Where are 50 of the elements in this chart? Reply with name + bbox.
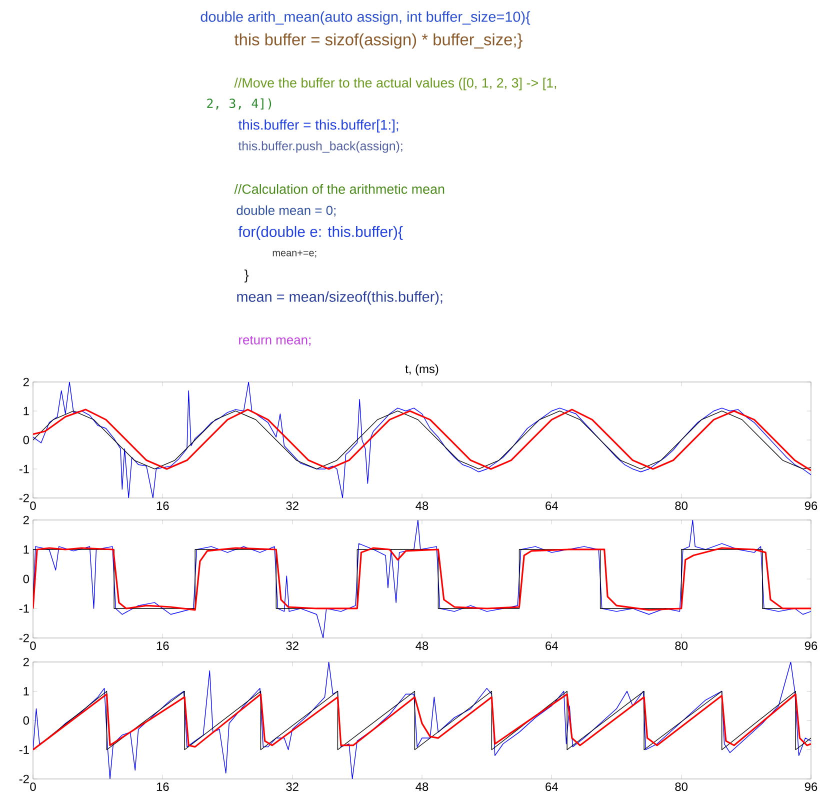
x-tick-label: 64 — [546, 642, 558, 650]
y-tick-label: -1 — [19, 464, 29, 474]
text: this.buffer = this.buffer[1:]; — [238, 119, 398, 132]
x-tick-label: 16 — [156, 782, 169, 791]
x-tick-label: 48 — [416, 502, 428, 510]
y-tick-label: 2 — [23, 658, 29, 666]
text: } — [244, 269, 249, 282]
x-tick-label: 48 — [416, 782, 428, 791]
x-tick-label: 0 — [30, 502, 36, 510]
x-tick-label: 32 — [286, 502, 298, 510]
y-tick-label: 0 — [23, 716, 30, 725]
y-tick-label: 1 — [24, 406, 29, 416]
y-tick-label: -1 — [19, 746, 29, 754]
chart-title: t, (ms) — [405, 364, 438, 376]
text: 2, 3, 4]) — [207, 98, 272, 110]
text: //Calculation of the arithmetic mean — [234, 184, 444, 194]
x-tick-label: 32 — [286, 782, 298, 791]
y-tick-label: 0 — [23, 436, 30, 444]
x-tick-label: 16 — [156, 642, 169, 650]
x-tick-label: 80 — [675, 642, 688, 650]
x-tick-label: 64 — [546, 502, 558, 510]
x-tick-label: 80 — [675, 502, 688, 510]
y-tick-label: 0 — [23, 574, 30, 584]
text: this.buffer.push_back(assign); — [238, 141, 402, 153]
y-tick-label: -2 — [19, 634, 29, 642]
y-tick-label: 2 — [23, 516, 29, 524]
x-tick-label: 80 — [675, 782, 688, 791]
x-tick-label: 32 — [286, 642, 298, 650]
y-tick-label: -2 — [19, 494, 29, 502]
x-tick-label: 0 — [30, 642, 36, 650]
x-tick-label: 96 — [804, 782, 818, 791]
y-tick-label: 2 — [23, 378, 29, 386]
x-tick-label: 48 — [416, 642, 428, 650]
x-tick-label: 96 — [804, 502, 818, 510]
y-tick-label: -2 — [19, 774, 29, 784]
x-tick-label: 96 — [804, 642, 818, 650]
text: return mean; — [239, 336, 310, 346]
text: mean+=e; — [272, 250, 316, 258]
text: double arith_mean(auto assign, int buffer_size=10){ — [200, 11, 530, 25]
text: for(double e: this.buffer){ — [238, 226, 403, 240]
x-tick-label: 16 — [156, 502, 169, 510]
x-tick-label: 64 — [546, 782, 558, 791]
y-tick-label: -1 — [19, 604, 29, 613]
x-tick-label: 0 — [30, 782, 36, 791]
y-tick-label: 1 — [24, 687, 29, 696]
y-tick-label: 1 — [24, 545, 29, 554]
text: //Move the buffer to the actual values ([0, 1, 2, 3] -> [1, — [234, 78, 556, 90]
text: double mean = 0; — [236, 205, 336, 217]
text: mean = mean/sizeof(this.buffer); — [237, 291, 442, 305]
text: this buffer = sizof(assign) * buffer_size;} — [234, 33, 522, 49]
